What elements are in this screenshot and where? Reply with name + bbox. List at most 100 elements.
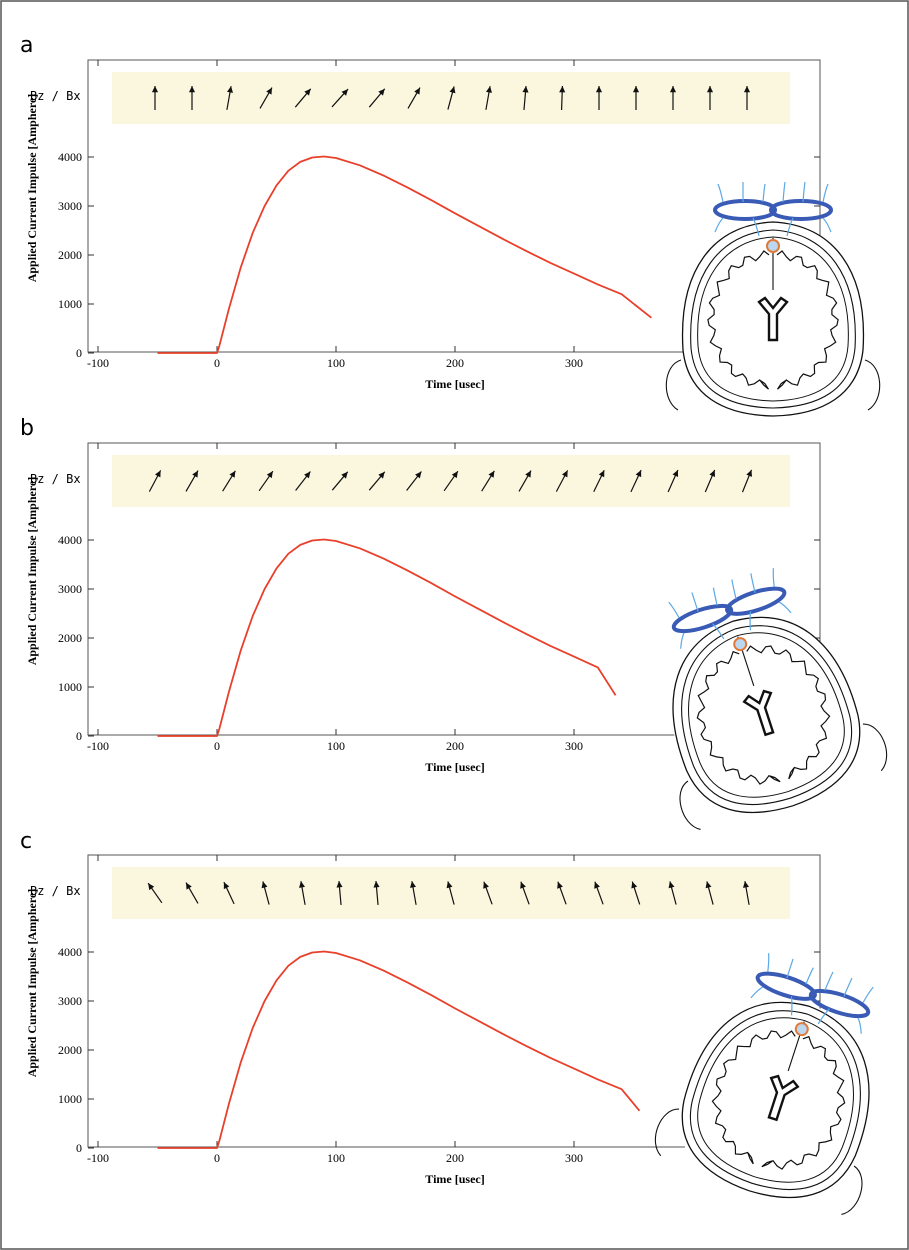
field-arrow-icon — [520, 881, 530, 905]
band-label: Bz / Bx — [30, 89, 81, 103]
right-ear — [862, 723, 888, 772]
head-cross-section-illustration — [654, 953, 874, 1218]
field-arrow-head — [668, 881, 675, 889]
magnetic-field-line — [691, 592, 699, 612]
x-tick-label: 300 — [565, 356, 583, 370]
field-arrow-icon — [447, 86, 456, 110]
field-arrow-icon — [185, 470, 199, 492]
left-hemisphere — [711, 1030, 796, 1165]
y-axis-title: Applied Current Impulse [Amphere] — [25, 889, 39, 1078]
band-label: Bz / Bx — [30, 884, 81, 898]
stimulation-target-marker — [766, 239, 780, 253]
magnetic-field-line — [805, 967, 814, 985]
field-arrow-icon — [368, 88, 386, 108]
ventricles — [767, 1074, 800, 1122]
field-arrow-icon — [668, 881, 677, 905]
field-arrow-head — [746, 469, 752, 477]
field-arrow-head — [229, 470, 236, 478]
scalp-outline — [672, 616, 861, 814]
field-arrow-head — [266, 471, 273, 479]
field-arrow-head — [414, 87, 420, 95]
field-arrow-icon — [373, 880, 380, 906]
field-arrow-icon — [594, 881, 604, 905]
magnetic-field-line — [786, 217, 794, 237]
field-arrow-head — [559, 86, 566, 93]
head-backing — [681, 1000, 870, 1218]
dura-outline — [697, 1017, 854, 1183]
field-arrow-icon — [555, 470, 569, 492]
y-tick-label: 3000 — [58, 199, 82, 213]
magnetic-field-line — [817, 1008, 830, 1025]
field-arrow-icon — [294, 88, 312, 108]
magnetic-field-line — [772, 568, 775, 587]
magnetic-field-line — [712, 623, 725, 640]
field-arrow-head — [451, 471, 458, 479]
y-tick-label: 4000 — [58, 533, 82, 547]
field-arrow-head — [706, 86, 714, 93]
right-hemisphere — [746, 645, 831, 780]
coil-left-loop — [713, 199, 777, 221]
y-tick-label: 3000 — [58, 582, 82, 596]
field-arrow-icon — [331, 471, 349, 491]
field-arrow-icon — [481, 470, 495, 492]
x-tick-label: 0 — [214, 356, 220, 370]
magnetic-field-line — [822, 217, 832, 233]
magnetic-field-line — [782, 181, 786, 203]
field-arrow-head — [449, 86, 456, 94]
magnetic-field-line — [862, 986, 874, 1004]
field-arrow-head — [304, 471, 311, 479]
field-arrow-icon — [299, 881, 306, 905]
x-tick-label: 300 — [565, 739, 583, 753]
head-backing — [681, 220, 865, 440]
field-arrow-head — [672, 470, 679, 478]
scalp-outline — [681, 1001, 870, 1199]
field-arrow-head — [520, 881, 526, 889]
field-arrow-head — [483, 881, 489, 889]
field-arrow-icon — [295, 471, 311, 491]
field-arrow-icon — [595, 86, 603, 110]
field-arrow-head — [743, 881, 750, 888]
field-arrow-head — [304, 88, 311, 96]
field-arrow-head — [705, 881, 712, 889]
field-arrow-head — [336, 881, 343, 888]
field-arrow-icon — [258, 470, 274, 492]
y-tick-label: 0 — [76, 1141, 82, 1155]
y-tick-label: 2000 — [58, 631, 82, 645]
field-arrow-head — [557, 881, 563, 889]
field-arrow-head — [485, 86, 492, 93]
field-arrow-icon — [706, 86, 714, 110]
field-arrow-head — [631, 881, 638, 889]
field-arrow-icon — [223, 881, 235, 905]
head-cross-section-illustration — [665, 181, 881, 440]
panel-letter: a — [20, 33, 33, 58]
magnetic-field-line — [786, 958, 794, 979]
magnetic-field-line — [717, 183, 724, 203]
field-arrow-head — [151, 86, 159, 93]
field-arrow-icon — [410, 881, 417, 905]
field-arrow-icon — [185, 882, 199, 904]
field-arrow-icon — [518, 470, 532, 492]
field-arrow-head — [594, 881, 600, 889]
field-arrow-icon — [147, 882, 163, 904]
field-arrow-icon — [522, 85, 529, 111]
chart-panel-a: a Bz / Bx 0 1000 2000 3000 4000 -100 0 100 200 300 T… — [20, 33, 881, 440]
field-arrow-head — [186, 882, 192, 890]
magnetic-field-line — [824, 971, 834, 991]
field-arrow-icon — [667, 469, 679, 493]
field-arrow-head — [415, 471, 422, 479]
field-arrow-head — [341, 89, 349, 96]
coil-left-loop — [755, 971, 817, 1001]
x-tick-label: 200 — [446, 739, 464, 753]
dura-outline — [688, 632, 845, 798]
ventricles — [757, 296, 789, 342]
field-arrow-head — [154, 470, 161, 478]
left-hemisphere — [707, 250, 770, 390]
field-arrow-head — [522, 86, 529, 93]
field-arrow-icon — [632, 86, 640, 110]
field-arrow-icon — [446, 881, 455, 905]
dura-outline — [697, 236, 849, 402]
field-arrow-icon — [630, 469, 642, 493]
ventricles — [742, 689, 775, 737]
field-arrow-icon — [559, 85, 566, 111]
magnetic-field-line — [714, 217, 724, 233]
